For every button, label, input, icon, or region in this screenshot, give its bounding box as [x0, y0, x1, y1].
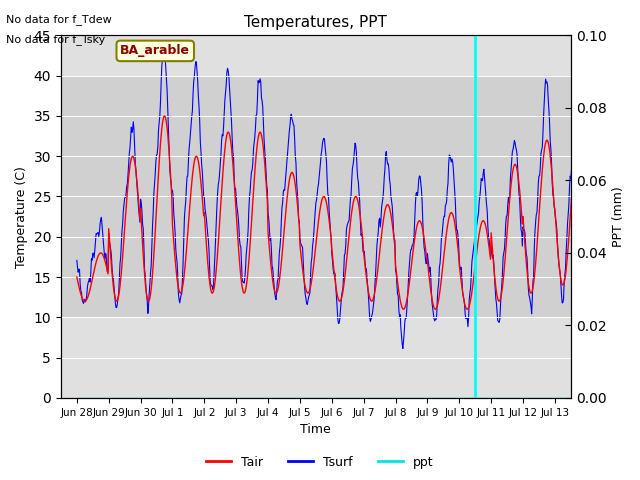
Text: No data for f_Tdew: No data for f_Tdew [6, 14, 112, 25]
Legend: Tair, Tsurf, ppt: Tair, Tsurf, ppt [202, 451, 438, 474]
Bar [61, 76, 571, 317]
Y-axis label: Temperature (C): Temperature (C) [15, 166, 28, 267]
Y-axis label: PPT (mm): PPT (mm) [612, 186, 625, 247]
Text: BA_arable: BA_arable [120, 44, 190, 58]
Text: No data for f_Tsky: No data for f_Tsky [6, 34, 106, 45]
Title: Temperatures, PPT: Temperatures, PPT [244, 15, 387, 30]
X-axis label: Time: Time [301, 423, 332, 436]
